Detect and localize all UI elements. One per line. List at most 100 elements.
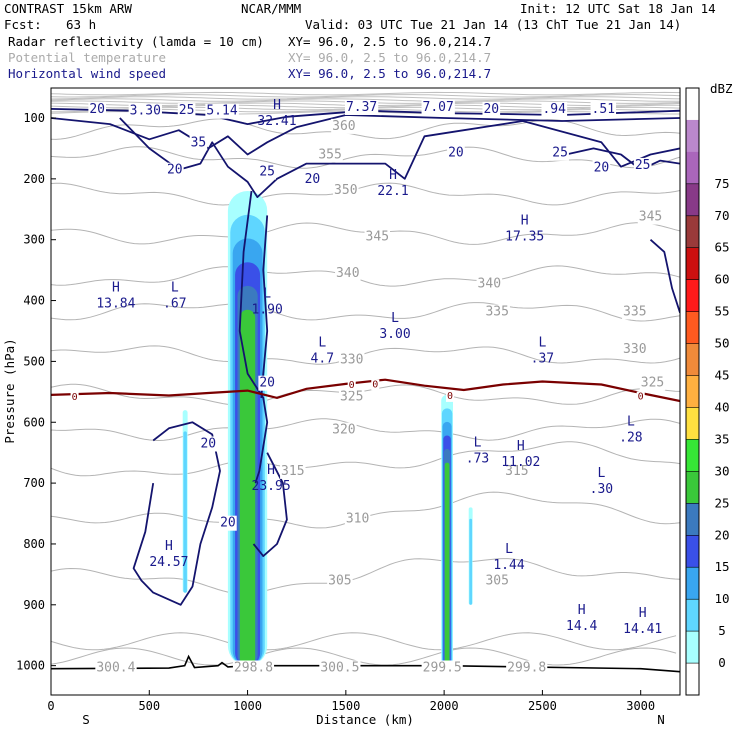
label-background	[327, 573, 353, 589]
field-name-reflectivity: Radar reflectivity (lamda = 10 cm)	[8, 34, 264, 49]
extremum-marker: L	[597, 466, 605, 481]
label-background	[280, 463, 306, 479]
theta-label: 315	[505, 464, 528, 479]
reflectivity-columns	[182, 191, 473, 666]
org-title: NCAR/MMM	[241, 1, 301, 16]
theta-label: 330	[623, 342, 646, 357]
theta-label: 325	[641, 376, 664, 391]
extremum-value: 13.84	[96, 297, 135, 312]
wind-label: 20	[594, 160, 610, 175]
label-background	[633, 157, 652, 173]
reflectivity-shade	[469, 518, 473, 605]
label-background	[189, 135, 208, 151]
theta-label: 340	[478, 277, 501, 292]
wind-label: 25	[552, 146, 568, 161]
theta-contour-line	[51, 302, 680, 322]
wind-label: 20	[89, 102, 105, 117]
theta-contour-line	[51, 146, 680, 169]
theta-contour-line	[51, 345, 680, 365]
wind-label: 5.14	[206, 104, 237, 119]
colorbar-tick-label: 15	[714, 559, 729, 574]
x-tick-label: 3000	[626, 699, 655, 713]
y-axis-label: Pressure (hPa)	[2, 338, 17, 443]
x-tick-label: 1500	[331, 699, 360, 713]
colorbar-tick-label: 40	[714, 400, 729, 415]
label-background	[88, 101, 107, 117]
theta-contour-line	[51, 558, 680, 595]
theta-label: 335	[485, 305, 508, 320]
field-name-theta: Potential temperature	[8, 50, 166, 65]
wind-contour-line	[565, 147, 680, 171]
colorbar-tick-label: 35	[714, 431, 729, 446]
label-background	[636, 391, 645, 403]
extremum-value: .30	[590, 482, 613, 497]
label-background	[476, 276, 503, 292]
colorbar-swatch	[686, 311, 699, 345]
wind-label: 20	[200, 437, 216, 452]
colorbar-swatch	[686, 279, 699, 313]
fcst-label: Fcst:	[4, 17, 42, 32]
label-background	[344, 511, 371, 527]
label-background	[371, 379, 380, 391]
wind-label: .94	[542, 102, 566, 117]
theta-contour-line	[51, 441, 680, 477]
field-xy-wind: XY= 96.0, 2.5 to 96.0,214.7	[288, 66, 491, 81]
wind-contour-line	[649, 239, 680, 313]
extremum-value: 24.57	[149, 555, 188, 570]
label-background	[590, 101, 617, 117]
colorbar-tick-label: 60	[714, 272, 729, 287]
extremum-value: 17.35	[505, 230, 544, 245]
label-background	[622, 342, 648, 358]
label-background	[128, 103, 162, 119]
colorbar-tick-label: 50	[714, 336, 729, 351]
wind-label: 7.07	[423, 100, 454, 115]
y-tick-label: 900	[23, 598, 45, 612]
extremum-marker: L	[171, 281, 179, 296]
wind-label: 35	[191, 135, 207, 150]
x-end-right: N	[657, 712, 665, 727]
plot-area: 300.4 298.8 300.5 299.5 299.8 305 305 310 315 315…	[51, 91, 680, 676]
x-tick-label: 2500	[528, 699, 557, 713]
colorbar-unit: dBZ	[710, 81, 733, 96]
field-xy-reflectivity: XY= 96.0, 2.5 to 96.0,214.7	[288, 34, 491, 49]
colorbar-swatch	[686, 535, 699, 568]
theta-contour-line	[51, 182, 680, 206]
label-background	[338, 389, 365, 405]
label-background	[347, 379, 356, 391]
colorbar-swatch	[686, 247, 699, 281]
label-background	[484, 304, 510, 320]
colorbar-tick-label: 55	[714, 304, 729, 319]
reflectivity-shade	[239, 309, 256, 666]
wind-contour-line	[51, 114, 680, 156]
terrain-line	[51, 654, 680, 673]
extremum-value: 14.41	[623, 622, 662, 637]
colorbar-swatch	[686, 663, 699, 696]
extremum-marker: L	[391, 311, 399, 326]
valid-time: Valid: 03 UTC Tue 21 Jan 14 (13 ChT Tue …	[305, 17, 681, 32]
extremum-marker: H	[165, 539, 173, 554]
wind-label: 3.30	[130, 104, 161, 119]
label-background	[258, 375, 277, 391]
label-background	[258, 164, 277, 180]
label-background	[592, 160, 611, 176]
colorbar-swatch	[686, 343, 699, 377]
label-background	[622, 304, 648, 320]
zero-label: 0	[447, 391, 453, 402]
extremum-value: 14.4	[566, 619, 597, 634]
theta-label: 299.5	[423, 661, 462, 676]
theta-label: 300.5	[320, 661, 359, 676]
colorbar-tick-label: 65	[714, 240, 729, 255]
theta-label: 335	[623, 305, 646, 320]
colorbar-swatch	[686, 119, 699, 153]
colorbar-swatch	[686, 183, 699, 217]
wind-label: 25	[635, 158, 651, 173]
wind-label: 20	[259, 376, 275, 391]
colorbar-swatch	[686, 215, 699, 249]
theta-label: 310	[346, 511, 369, 526]
extremum-marker: H	[521, 214, 529, 229]
extremum-value: .28	[619, 430, 642, 445]
label-background	[551, 145, 569, 161]
label-background	[199, 436, 218, 452]
wind-contour-line	[238, 190, 269, 484]
